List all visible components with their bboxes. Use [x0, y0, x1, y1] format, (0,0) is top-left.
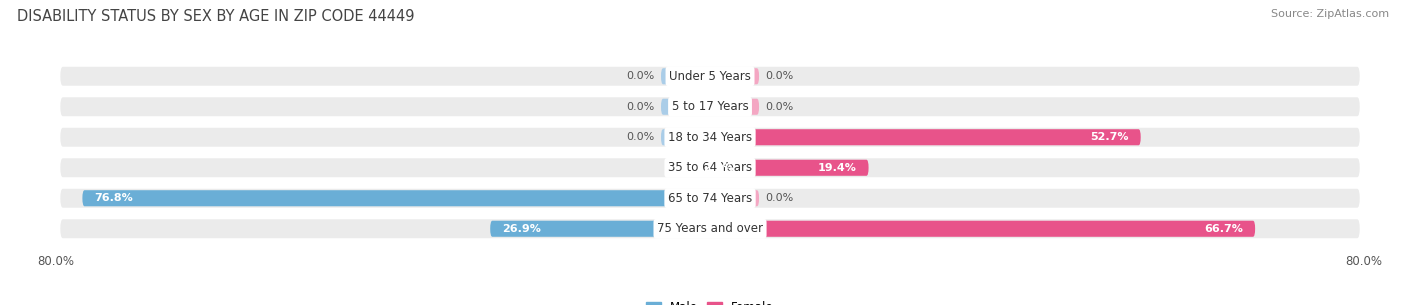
Text: 5 to 17 Years: 5 to 17 Years: [672, 100, 748, 113]
Text: DISABILITY STATUS BY SEX BY AGE IN ZIP CODE 44449: DISABILITY STATUS BY SEX BY AGE IN ZIP C…: [17, 9, 415, 24]
Text: 0.0%: 0.0%: [626, 71, 654, 81]
Text: 75 Years and over: 75 Years and over: [657, 222, 763, 235]
Text: 66.7%: 66.7%: [1204, 224, 1243, 234]
Text: 26.9%: 26.9%: [502, 224, 541, 234]
FancyBboxPatch shape: [60, 219, 1360, 238]
Text: 76.8%: 76.8%: [94, 193, 134, 203]
FancyBboxPatch shape: [491, 221, 710, 237]
Text: 18 to 34 Years: 18 to 34 Years: [668, 131, 752, 144]
Text: 35 to 64 Years: 35 to 64 Years: [668, 161, 752, 174]
Text: 0.0%: 0.0%: [766, 71, 794, 81]
Text: 2.3%: 2.3%: [703, 163, 734, 173]
Text: 0.0%: 0.0%: [766, 102, 794, 112]
FancyBboxPatch shape: [661, 129, 710, 145]
FancyBboxPatch shape: [661, 68, 710, 84]
FancyBboxPatch shape: [83, 190, 710, 206]
Text: 0.0%: 0.0%: [626, 102, 654, 112]
Text: 0.0%: 0.0%: [766, 193, 794, 203]
FancyBboxPatch shape: [692, 160, 710, 176]
Text: Source: ZipAtlas.com: Source: ZipAtlas.com: [1271, 9, 1389, 19]
FancyBboxPatch shape: [710, 129, 1140, 145]
Text: 0.0%: 0.0%: [626, 132, 654, 142]
FancyBboxPatch shape: [60, 67, 1360, 86]
Text: Under 5 Years: Under 5 Years: [669, 70, 751, 83]
FancyBboxPatch shape: [661, 99, 710, 115]
Text: 52.7%: 52.7%: [1090, 132, 1129, 142]
FancyBboxPatch shape: [710, 160, 869, 176]
FancyBboxPatch shape: [710, 190, 759, 206]
Text: 19.4%: 19.4%: [817, 163, 856, 173]
Text: 65 to 74 Years: 65 to 74 Years: [668, 192, 752, 205]
FancyBboxPatch shape: [60, 97, 1360, 116]
FancyBboxPatch shape: [60, 158, 1360, 177]
FancyBboxPatch shape: [710, 68, 759, 84]
FancyBboxPatch shape: [60, 128, 1360, 147]
FancyBboxPatch shape: [710, 221, 1256, 237]
FancyBboxPatch shape: [60, 189, 1360, 208]
Legend: Male, Female: Male, Female: [641, 296, 779, 305]
FancyBboxPatch shape: [710, 99, 759, 115]
